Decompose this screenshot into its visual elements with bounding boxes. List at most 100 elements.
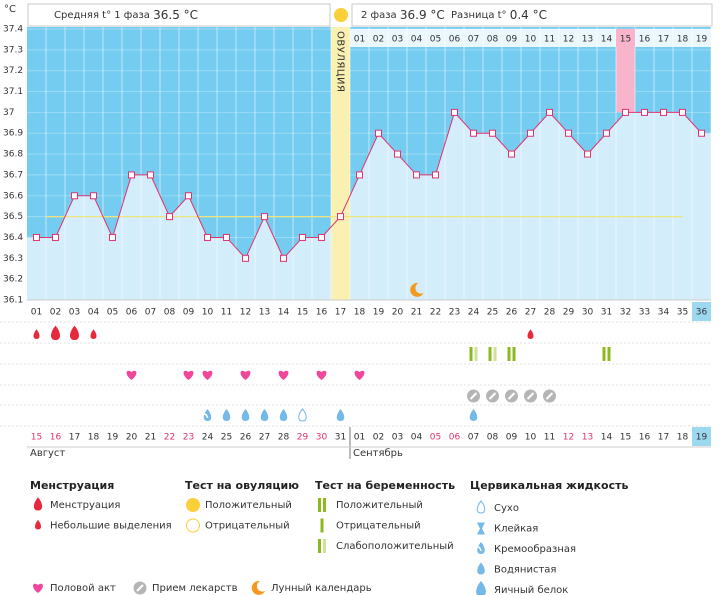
temperature-marker xyxy=(71,192,78,200)
notch xyxy=(202,413,209,419)
ovulation-sun-icon xyxy=(334,8,348,22)
temperature-marker xyxy=(565,129,572,137)
legend-icon xyxy=(320,518,324,533)
phase2-day: 14 xyxy=(601,35,613,45)
cervical-icon xyxy=(279,409,288,421)
medication-icon xyxy=(543,389,556,403)
date-label: 07 xyxy=(468,433,479,443)
legend-icon xyxy=(133,581,147,595)
y-tick-label: 36.5 xyxy=(3,212,23,222)
phase2-day: 18 xyxy=(677,35,689,45)
date-label: 31 xyxy=(335,433,346,443)
cycle-day: 21 xyxy=(411,308,422,318)
ovulation-label: ОВУЛЯЦИЯ xyxy=(335,31,346,93)
y-tick-label: 37.4 xyxy=(3,25,23,35)
cycle-day: 26 xyxy=(506,308,518,318)
temperature-marker xyxy=(109,233,116,241)
sex-icon xyxy=(354,370,365,380)
legend-icon xyxy=(477,562,485,575)
pill-slash xyxy=(488,392,497,400)
cycle-day: 33 xyxy=(639,308,650,318)
y-tick-label: 36.3 xyxy=(3,254,23,264)
legend-item: Менструация xyxy=(50,500,120,511)
pregnancy-test-icon xyxy=(602,347,611,361)
temperature-marker xyxy=(451,108,458,116)
test-strip xyxy=(507,347,511,361)
cervical-icon xyxy=(241,409,250,421)
temperature-marker xyxy=(261,213,268,221)
cervical-icon xyxy=(336,409,345,421)
phase1-temp: 36.5 °C xyxy=(153,8,198,22)
date-label: 24 xyxy=(202,433,214,443)
ovulation-column xyxy=(331,27,350,300)
cervical-icon xyxy=(260,409,269,421)
temperature-marker xyxy=(33,233,40,241)
diff-label: Разница t° xyxy=(451,10,507,21)
today-cycle-box xyxy=(692,302,711,321)
cervical-icon xyxy=(222,409,231,421)
date-label: 18 xyxy=(88,433,100,443)
temperature-marker xyxy=(166,213,173,221)
pill-slash xyxy=(136,584,144,592)
sex-icon xyxy=(240,370,251,380)
legend-item: Отрицательный xyxy=(205,521,290,532)
date-label: 01 xyxy=(354,433,365,443)
date-label: 06 xyxy=(449,433,461,443)
legend-item: Яичный белок xyxy=(494,585,568,595)
y-tick-label: 37.1 xyxy=(3,87,23,97)
temperature-marker xyxy=(280,254,287,262)
date-label: 02 xyxy=(373,433,384,443)
phase2-day: 04 xyxy=(411,35,423,45)
menstruation-icon xyxy=(70,325,79,340)
cycle-day: 24 xyxy=(468,308,480,318)
cycle-day: 19 xyxy=(373,308,385,318)
cycle-day: 28 xyxy=(544,308,556,318)
date-label: 28 xyxy=(278,433,290,443)
month-label: Август xyxy=(30,448,65,459)
notch xyxy=(475,546,482,552)
cycle-day: 15 xyxy=(297,308,308,318)
temperature-marker xyxy=(147,171,154,179)
y-tick-label: 37 xyxy=(3,108,14,118)
y-tick-label: 36.8 xyxy=(3,150,23,160)
cycle-day: 17 xyxy=(335,308,346,318)
cycle-day: 23 xyxy=(449,308,460,318)
medication-icon xyxy=(467,389,480,403)
date-label: 29 xyxy=(297,433,309,443)
sex-icon xyxy=(316,370,327,380)
diff-info: Разница t° 0.4 °C xyxy=(451,8,547,22)
date-label: 15 xyxy=(31,433,42,443)
date-label: 19 xyxy=(696,433,708,443)
temperature-marker xyxy=(413,171,420,179)
temperature-marker xyxy=(603,129,610,137)
phase2-day: 16 xyxy=(639,35,651,45)
today-date-box xyxy=(692,427,711,446)
y-tick-label: 37.2 xyxy=(3,66,23,76)
test-strip xyxy=(493,347,497,361)
pill-slash xyxy=(545,392,554,400)
date-label: 10 xyxy=(525,433,537,443)
temperature-marker xyxy=(432,171,439,179)
phase1-box xyxy=(27,3,331,27)
date-label: 14 xyxy=(601,433,613,443)
cervical-icon xyxy=(298,408,307,422)
cycle-day: 32 xyxy=(620,308,631,318)
legend-item: Водянистая xyxy=(494,565,556,576)
lunar-icon xyxy=(410,282,424,297)
cycle-day: 35 xyxy=(677,308,688,318)
pregnancy-test-icon xyxy=(469,347,478,361)
temperature-marker xyxy=(204,233,211,241)
phase2-box xyxy=(351,3,713,27)
legend-title: Тест на овуляцию xyxy=(185,479,299,492)
legend-icon xyxy=(475,542,485,554)
menstruation-icon xyxy=(51,325,60,340)
legend-icon xyxy=(318,498,326,512)
legend-item: Лунный календарь xyxy=(271,583,372,594)
temperature-marker xyxy=(679,108,686,116)
date-label: 16 xyxy=(50,433,62,443)
cycle-day: 27 xyxy=(525,308,536,318)
temperature-marker xyxy=(356,171,363,179)
date-label: 03 xyxy=(392,433,403,443)
test-strip xyxy=(607,347,611,361)
